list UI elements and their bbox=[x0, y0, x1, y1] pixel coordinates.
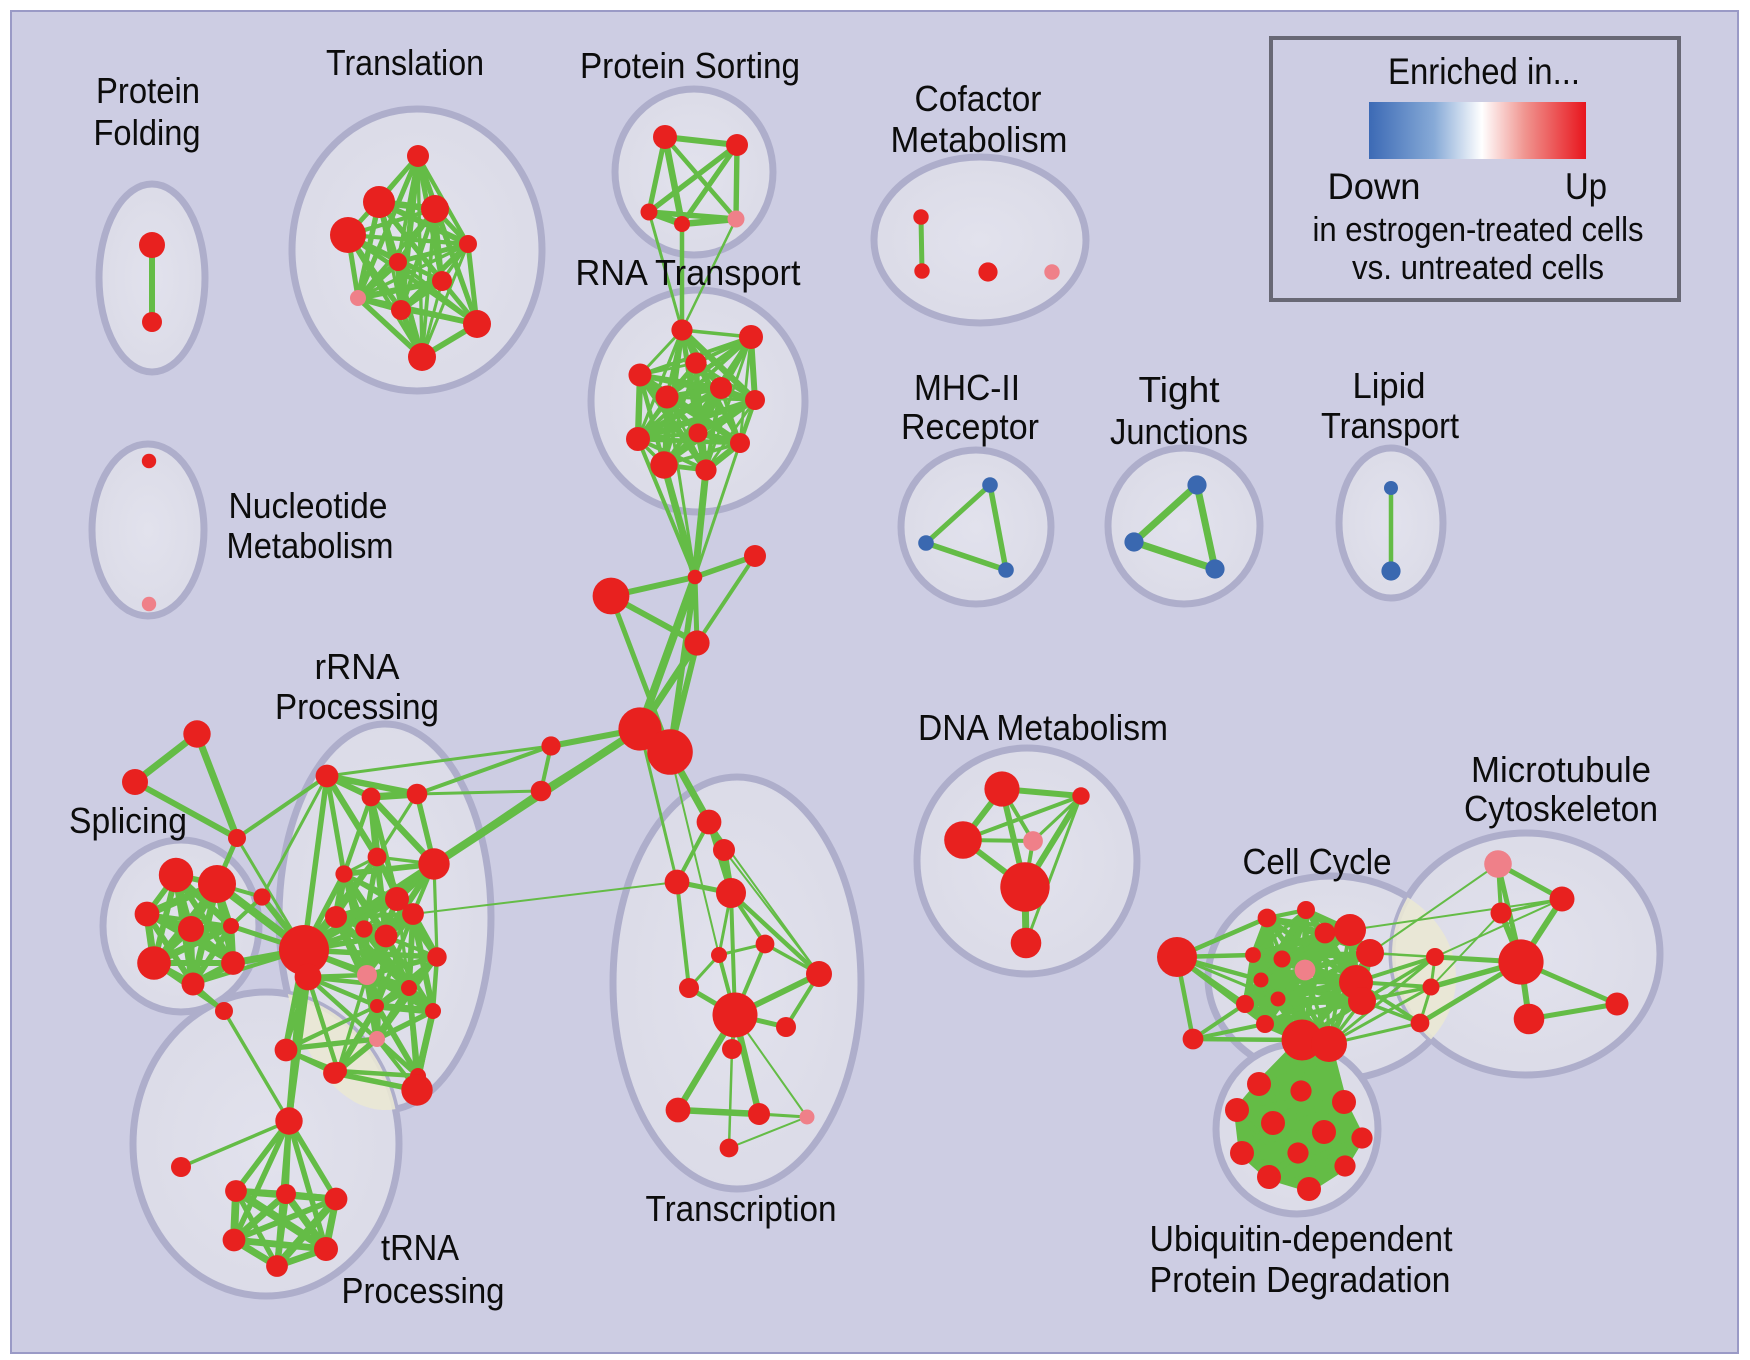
svg-text:rRNA: rRNA bbox=[315, 646, 400, 687]
svg-text:Tight: Tight bbox=[1139, 369, 1220, 410]
svg-text:Protein: Protein bbox=[96, 70, 200, 111]
svg-text:in estrogen-treated cells: in estrogen-treated cells bbox=[1313, 211, 1644, 249]
svg-text:Cell Cycle: Cell Cycle bbox=[1243, 841, 1392, 882]
svg-text:Microtubule: Microtubule bbox=[1471, 749, 1651, 790]
svg-text:Receptor: Receptor bbox=[901, 406, 1039, 447]
svg-text:Cofactor: Cofactor bbox=[915, 78, 1042, 119]
svg-text:Processing: Processing bbox=[275, 686, 439, 727]
svg-text:Metabolism: Metabolism bbox=[227, 525, 394, 566]
svg-text:tRNA: tRNA bbox=[381, 1227, 459, 1268]
svg-text:Metabolism: Metabolism bbox=[891, 119, 1068, 160]
svg-text:vs. untreated cells: vs. untreated cells bbox=[1352, 249, 1604, 287]
svg-text:Translation: Translation bbox=[326, 42, 484, 83]
svg-text:Transport: Transport bbox=[1321, 405, 1459, 446]
svg-text:Junctions: Junctions bbox=[1110, 411, 1248, 452]
svg-text:MHC-II: MHC-II bbox=[914, 367, 1020, 408]
svg-text:Protein Sorting: Protein Sorting bbox=[580, 45, 800, 86]
svg-text:RNA Transport: RNA Transport bbox=[576, 252, 801, 293]
svg-text:Lipid: Lipid bbox=[1353, 365, 1426, 406]
svg-text:Enriched in...: Enriched in... bbox=[1388, 51, 1580, 92]
svg-text:Processing: Processing bbox=[342, 1270, 505, 1311]
svg-text:Protein Degradation: Protein Degradation bbox=[1150, 1259, 1451, 1300]
svg-text:Down: Down bbox=[1328, 166, 1421, 207]
svg-text:Up: Up bbox=[1565, 166, 1607, 207]
svg-text:Transcription: Transcription bbox=[646, 1188, 837, 1229]
svg-text:Splicing: Splicing bbox=[69, 800, 187, 841]
svg-text:Ubiquitin-dependent: Ubiquitin-dependent bbox=[1150, 1218, 1453, 1259]
svg-text:Cytoskeleton: Cytoskeleton bbox=[1464, 788, 1658, 829]
svg-text:Folding: Folding bbox=[94, 112, 201, 153]
svg-text:DNA Metabolism: DNA Metabolism bbox=[918, 707, 1168, 748]
svg-text:Nucleotide: Nucleotide bbox=[229, 485, 388, 526]
